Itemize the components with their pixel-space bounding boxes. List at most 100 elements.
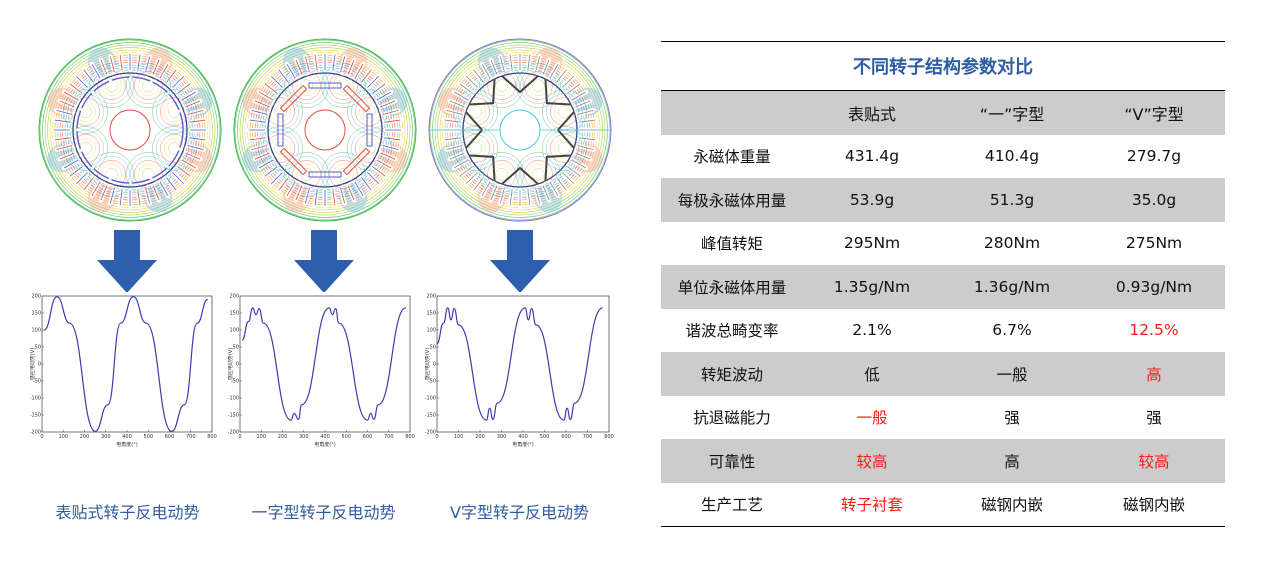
caption-surface: 表贴式转子反电动势	[55, 503, 200, 522]
cell-i-type: 51.3g	[989, 190, 1035, 209]
table-row: 抗退磁能力 一般 强 强	[661, 396, 1225, 440]
cell-v-type: 高	[1146, 365, 1162, 384]
cell-surface: 转子衬套	[840, 496, 903, 515]
svg-text:800: 800	[405, 434, 415, 440]
svg-text:400: 400	[320, 434, 330, 440]
svg-text:电角度(°): 电角度(°)	[314, 441, 335, 448]
header-cell-i-type: “一”字型	[979, 104, 1045, 124]
down-arrow-icon	[490, 230, 550, 293]
cell-i-type: 1.36g/Nm	[973, 277, 1051, 296]
row-label: 抗退磁能力	[693, 409, 771, 428]
cell-v-type: 0.93g/Nm	[1115, 277, 1193, 296]
svg-text:100: 100	[58, 434, 68, 440]
svg-text:500: 500	[540, 434, 550, 440]
svg-text:200: 200	[80, 434, 90, 440]
svg-text:0: 0	[238, 434, 241, 440]
svg-text:800: 800	[604, 434, 614, 440]
cell-i-type: 一般	[996, 365, 1028, 384]
svg-text:电角度(°): 电角度(°)	[116, 441, 137, 448]
svg-text:600: 600	[165, 434, 175, 440]
svg-text:50: 50	[430, 345, 436, 351]
svg-text:-100: -100	[228, 396, 239, 402]
svg-text:-200: -200	[228, 430, 239, 436]
row-label: 可靠性	[708, 452, 756, 471]
svg-text:500: 500	[143, 434, 153, 440]
motor-flux-map-v-type	[428, 38, 612, 222]
svg-text:0: 0	[38, 362, 41, 368]
back-emf-plot-surface: 0 100 200 300 400 500 600 700 800200150100500-50…	[30, 292, 220, 452]
motor-flux-map-surface	[38, 38, 222, 222]
svg-text:-100: -100	[425, 396, 436, 402]
down-arrow-icon	[97, 230, 157, 293]
table-top-rule	[661, 41, 1225, 42]
table-body: 永磁体重量 431.4g 410.4g 279.7g 每极永磁体用量 53.9g…	[661, 135, 1225, 527]
svg-text:150: 150	[31, 311, 41, 317]
header-cell-surface: 表贴式	[847, 104, 896, 124]
row-label: 峰值转矩	[700, 235, 763, 254]
svg-text:100: 100	[31, 328, 41, 334]
svg-text:700: 700	[186, 434, 196, 440]
svg-text:300: 300	[497, 434, 507, 440]
svg-text:感应电动势(V): 感应电动势(V)	[30, 348, 36, 380]
svg-text:-50: -50	[33, 379, 41, 385]
svg-text:感应电动势(V): 感应电动势(V)	[425, 348, 431, 380]
svg-text:0: 0	[435, 434, 438, 440]
cell-surface: 431.4g	[844, 147, 900, 166]
table-row: 谐波总畸变率 2.1% 6.7% 12.5%	[661, 309, 1225, 353]
comparison-table: 不同转子结构参数对比 表贴式 “一”字型 “V”字型 永磁体重量 431.4g …	[661, 41, 1225, 527]
svg-text:800: 800	[207, 434, 217, 440]
cell-v-type: 较高	[1138, 452, 1170, 471]
table-row: 峰值转矩 295Nm 280Nm 275Nm	[661, 222, 1225, 266]
svg-text:-50: -50	[231, 379, 239, 385]
cell-surface: 2.1%	[852, 321, 892, 340]
svg-text:150: 150	[229, 311, 239, 317]
svg-text:50: 50	[35, 345, 41, 351]
svg-text:600: 600	[561, 434, 571, 440]
table-bottom-rule	[661, 526, 1225, 527]
cell-v-type: 12.5%	[1129, 321, 1179, 340]
svg-text:200: 200	[475, 434, 485, 440]
row-label: 每极永磁体用量	[677, 191, 787, 210]
svg-text:200: 200	[31, 294, 41, 300]
svg-text:100: 100	[454, 434, 464, 440]
svg-text:300: 300	[101, 434, 111, 440]
cell-v-type: 磁钢内嵌	[1122, 496, 1185, 515]
svg-text:400: 400	[122, 434, 132, 440]
cell-i-type: 6.7%	[992, 321, 1032, 340]
table-header-row: 表贴式 “一”字型 “V”字型	[661, 90, 1225, 135]
back-emf-plot-i-type: 0 100 200 300 400 500 600 700 800200150100500-50…	[228, 292, 418, 452]
cell-surface: 53.9g	[849, 190, 895, 209]
svg-text:0: 0	[433, 362, 436, 368]
svg-text:电角度(°): 电角度(°)	[512, 441, 533, 448]
table-row: 每极永磁体用量 53.9g 51.3g 35.0g	[661, 178, 1225, 222]
motor-flux-map-i-type	[233, 38, 417, 222]
cell-i-type: 280Nm	[983, 234, 1041, 253]
cell-surface: 较高	[856, 452, 888, 471]
cell-v-type: 279.7g	[1126, 147, 1182, 166]
back-emf-plot-v-type: 0 100 200 300 400 500 600 700 800200150100500-50…	[425, 292, 617, 452]
row-label: 生产工艺	[700, 496, 763, 515]
cell-i-type: 强	[1004, 409, 1020, 428]
svg-text:-200: -200	[425, 430, 436, 436]
svg-text:150: 150	[426, 311, 436, 317]
cell-surface: 一般	[856, 409, 888, 428]
cell-i-type: 磁钢内嵌	[980, 496, 1043, 515]
table-row: 永磁体重量 431.4g 410.4g 279.7g	[661, 135, 1225, 179]
svg-text:-50: -50	[428, 379, 436, 385]
cell-i-type: 410.4g	[984, 147, 1040, 166]
svg-text:0: 0	[236, 362, 239, 368]
cell-v-type: 强	[1146, 409, 1162, 428]
svg-text:感应电动势(V): 感应电动势(V)	[228, 348, 234, 380]
svg-text:-200: -200	[30, 430, 41, 436]
table-row: 单位永磁体用量 1.35g/Nm 1.36g/Nm 0.93g/Nm	[661, 265, 1225, 309]
svg-text:-100: -100	[30, 396, 41, 402]
cell-v-type: 35.0g	[1131, 190, 1177, 209]
caption-v-type: V字型转子反电动势	[450, 503, 589, 522]
svg-text:-150: -150	[228, 413, 239, 419]
cell-surface: 低	[864, 365, 880, 384]
row-label: 谐波总畸变率	[685, 322, 779, 341]
cell-i-type: 高	[1004, 452, 1020, 471]
table-row: 生产工艺 转子衬套 磁钢内嵌 磁钢内嵌	[661, 483, 1225, 527]
row-label: 永磁体重量	[693, 148, 771, 167]
svg-text:700: 700	[583, 434, 593, 440]
